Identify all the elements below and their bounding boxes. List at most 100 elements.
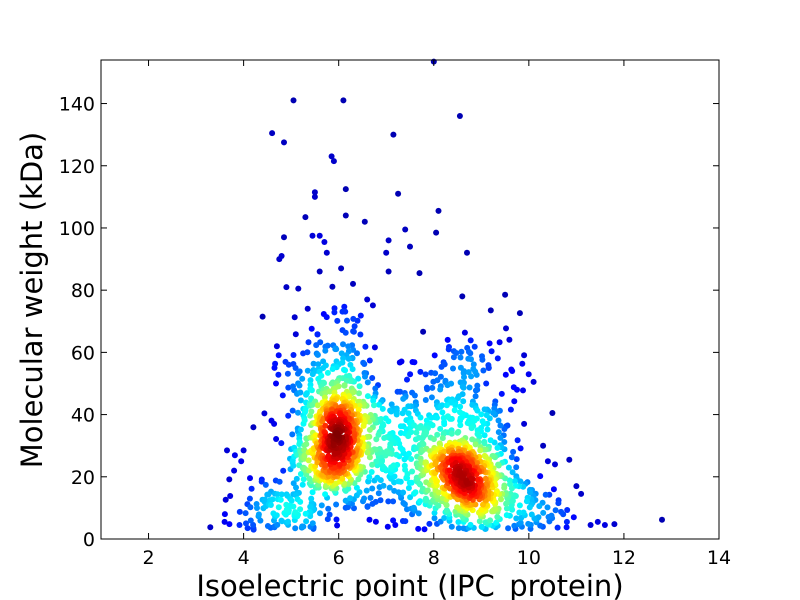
data-point (470, 365, 477, 372)
data-point (452, 402, 459, 409)
data-point (308, 408, 315, 415)
data-point (277, 496, 284, 503)
data-point (521, 352, 528, 359)
data-point (435, 207, 442, 214)
data-point (331, 305, 338, 312)
data-point (477, 447, 484, 454)
data-point (457, 403, 464, 410)
data-point (528, 511, 535, 518)
data-point (290, 97, 297, 104)
data-point (421, 526, 428, 533)
data-point (405, 450, 412, 457)
y-tick-label: 0 (83, 529, 95, 551)
data-point (207, 524, 214, 531)
data-point (417, 414, 424, 421)
data-point (236, 508, 243, 515)
data-point (429, 422, 436, 429)
data-point (386, 484, 393, 491)
data-point (301, 452, 308, 459)
data-point (345, 355, 352, 362)
data-point (482, 475, 489, 482)
data-point (342, 486, 349, 493)
data-point (292, 365, 299, 371)
data-point (481, 432, 488, 439)
data-point (341, 303, 348, 310)
data-point (587, 522, 594, 528)
data-point (246, 495, 253, 502)
data-point (506, 336, 513, 343)
data-point (484, 426, 491, 433)
data-point (322, 462, 329, 469)
data-point (355, 406, 362, 413)
x-tick-label: 8 (428, 547, 440, 569)
data-point (364, 379, 371, 386)
data-point (444, 336, 451, 343)
data-point (398, 358, 405, 365)
data-point (461, 374, 467, 381)
data-point (302, 510, 309, 517)
data-point (224, 447, 230, 454)
data-point (236, 522, 243, 528)
data-point (372, 385, 379, 392)
data-point (446, 467, 453, 474)
data-point (283, 284, 290, 291)
data-point (227, 493, 234, 499)
data-point (329, 366, 336, 372)
data-point (387, 407, 394, 414)
data-point (564, 507, 571, 513)
data-point (350, 315, 357, 322)
data-point (288, 497, 295, 504)
data-point (340, 97, 347, 104)
data-point (283, 501, 290, 508)
data-point (366, 357, 373, 364)
data-point (295, 285, 302, 292)
data-point (278, 491, 285, 498)
data-point (516, 310, 523, 317)
data-point (517, 519, 524, 526)
data-point (272, 360, 279, 367)
data-point (382, 415, 389, 422)
data-point (513, 456, 520, 463)
data-point (226, 476, 233, 483)
data-point (342, 186, 349, 193)
data-point (242, 510, 249, 517)
data-point (411, 392, 418, 399)
data-point (360, 359, 367, 366)
data-point (322, 491, 329, 498)
data-point (222, 496, 229, 503)
data-point (448, 430, 455, 437)
data-point (354, 350, 360, 357)
data-point (261, 410, 268, 417)
data-point (502, 371, 509, 378)
data-point (416, 270, 423, 277)
data-point (516, 502, 523, 509)
data-point (350, 433, 357, 440)
data-point (544, 458, 551, 465)
data-point (296, 441, 303, 448)
data-point (385, 237, 392, 244)
data-point (417, 498, 423, 505)
data-point (295, 370, 301, 377)
y-axis-title: Molecular weight (kDa) (15, 132, 49, 468)
data-point (273, 512, 280, 519)
data-point (366, 474, 373, 481)
data-point (659, 516, 665, 523)
data-point (486, 340, 493, 347)
data-point (385, 268, 392, 275)
data-point (364, 393, 371, 400)
data-point (342, 329, 349, 336)
data-point (430, 436, 437, 443)
data-point (292, 509, 299, 516)
y-axis: 0 20 40 60 80 100 120 140 (59, 94, 719, 551)
data-point (520, 509, 527, 516)
data-point (395, 190, 402, 197)
data-point (302, 214, 309, 221)
data-point (297, 397, 304, 404)
data-point (450, 354, 457, 361)
data-point (326, 511, 333, 518)
data-point (407, 494, 414, 501)
data-point (439, 455, 446, 462)
x-tick-label: 14 (707, 547, 731, 569)
data-point (530, 378, 537, 385)
data-point (300, 476, 307, 483)
